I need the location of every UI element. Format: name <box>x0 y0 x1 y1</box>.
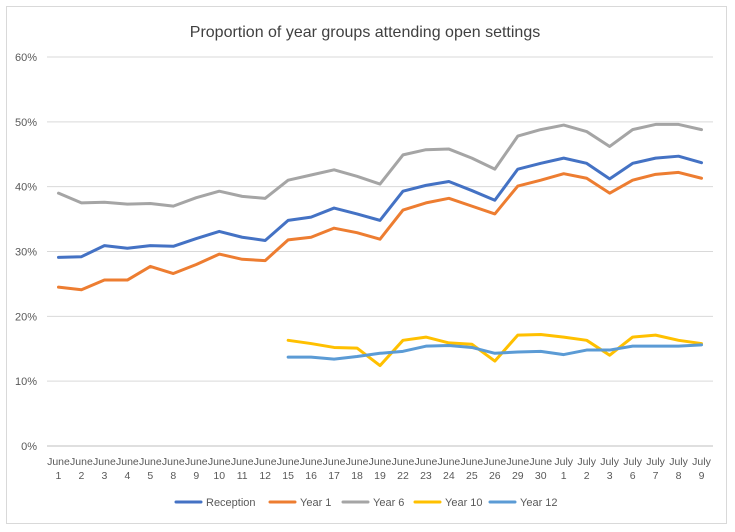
series-line-reception <box>56 154 704 259</box>
x-tick-label: June <box>506 456 529 468</box>
x-tick-label: 8 <box>170 470 176 482</box>
series-line-year-10 <box>286 332 704 368</box>
x-tick-label: June <box>460 456 483 468</box>
x-tick-label: June <box>529 456 552 468</box>
x-tick-label: 29 <box>512 470 524 482</box>
x-tick-label: July <box>646 456 665 468</box>
x-tick-label: 3 <box>101 470 107 482</box>
x-tick-label: June <box>438 456 461 468</box>
x-tick-label: July <box>692 456 711 468</box>
y-tick-label: 0% <box>21 441 37 453</box>
series-line-year-12 <box>286 343 704 361</box>
x-tick-label: 30 <box>535 470 547 482</box>
chart-title: Proportion of year groups attending open… <box>190 24 540 41</box>
x-tick-label: 10 <box>213 470 225 482</box>
x-tick-label: 4 <box>124 470 130 482</box>
x-tick-label: 2 <box>79 470 85 482</box>
x-tick-label: June <box>139 456 162 468</box>
series-line-year-1 <box>56 170 704 292</box>
y-tick-label: 60% <box>15 52 37 64</box>
x-axis: June 1 June 2 June 3 June 4 June 5 June 8 June 9 June 1… <box>47 456 712 482</box>
gridlines <box>47 56 713 447</box>
legend: Reception Year 1 Year 6 Year 10 Year 12 <box>174 497 558 509</box>
x-tick-label: 15 <box>282 470 294 482</box>
x-tick-label: 3 <box>607 470 613 482</box>
x-tick-label: June <box>300 456 323 468</box>
x-tick-label: 12 <box>259 470 271 482</box>
x-tick-label: June <box>208 456 231 468</box>
x-tick-label: 7 <box>653 470 659 482</box>
x-tick-label: June <box>93 456 116 468</box>
x-tick-label: 19 <box>374 470 386 482</box>
x-tick-label: July <box>669 456 688 468</box>
legend-label: Year 10 <box>445 497 483 509</box>
x-tick-label: 25 <box>466 470 478 482</box>
x-tick-label: June <box>70 456 93 468</box>
x-tick-label: 6 <box>630 470 636 482</box>
x-tick-label: 9 <box>193 470 199 482</box>
x-tick-label: July <box>577 456 596 468</box>
x-tick-label: June <box>346 456 369 468</box>
x-tick-label: July <box>600 456 619 468</box>
x-tick-label: June <box>231 456 254 468</box>
x-tick-label: 1 <box>56 470 62 482</box>
x-tick-label: June <box>415 456 438 468</box>
y-axis: 0% 10% 20% 30% 40% 50% 60% <box>15 52 37 453</box>
x-tick-label: 11 <box>237 470 248 482</box>
x-tick-label: 18 <box>351 470 363 482</box>
x-tick-label: 24 <box>443 470 455 482</box>
x-tick-label: July <box>554 456 573 468</box>
x-tick-label: July <box>623 456 642 468</box>
x-tick-label: June <box>185 456 208 468</box>
x-tick-label: 5 <box>147 470 153 482</box>
x-tick-label: 1 <box>561 470 567 482</box>
legend-label: Reception <box>206 497 256 509</box>
x-tick-label: June <box>116 456 139 468</box>
x-tick-label: 23 <box>420 470 432 482</box>
x-tick-label: 16 <box>305 470 317 482</box>
x-tick-label: June <box>277 456 300 468</box>
legend-label: Year 12 <box>520 497 558 509</box>
x-tick-label: June <box>323 456 346 468</box>
y-tick-label: 10% <box>15 376 37 388</box>
y-tick-label: 40% <box>15 182 37 194</box>
x-tick-label: June <box>47 456 70 468</box>
x-tick-label: June <box>369 456 392 468</box>
y-tick-label: 50% <box>15 117 37 129</box>
plot-area <box>56 122 704 368</box>
series-line-year-6 <box>56 122 704 208</box>
x-tick-label: June <box>483 456 506 468</box>
x-tick-label: 9 <box>699 470 705 482</box>
x-tick-label: 17 <box>328 470 340 482</box>
x-tick-label: 22 <box>397 470 409 482</box>
y-tick-label: 20% <box>15 311 37 323</box>
y-tick-label: 30% <box>15 247 37 259</box>
x-tick-label: June <box>254 456 277 468</box>
legend-label: Year 6 <box>373 497 404 509</box>
x-tick-label: 26 <box>489 470 501 482</box>
chart-frame <box>6 6 727 524</box>
legend-label: Year 1 <box>300 497 331 509</box>
x-tick-label: June <box>392 456 415 468</box>
x-tick-label: June <box>162 456 185 468</box>
x-tick-label: 2 <box>584 470 590 482</box>
x-tick-label: 8 <box>676 470 682 482</box>
